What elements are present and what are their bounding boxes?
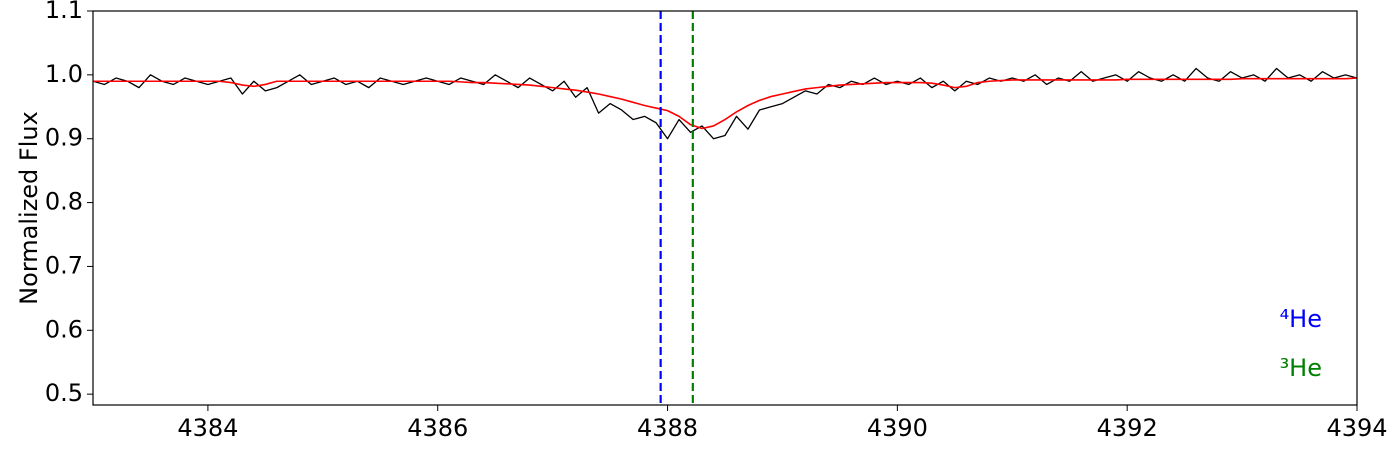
line-label: ³He (1280, 354, 1322, 382)
x-tick-label: 4384 (177, 414, 238, 442)
spectrum-line (93, 67, 1357, 140)
y-tick-label: 1.1 (45, 0, 83, 24)
x-tick-label: 4386 (407, 414, 468, 442)
spectrum-line (93, 77, 1357, 130)
y-tick-label: 0.5 (45, 379, 83, 407)
y-tick-label: 0.9 (45, 124, 83, 152)
y-tick-label: 0.7 (45, 251, 83, 279)
x-tick-label: 4394 (1326, 414, 1387, 442)
x-tick-label: 4392 (1097, 414, 1158, 442)
y-tick-label: 1.0 (45, 60, 83, 88)
y-tick-label: 0.8 (45, 188, 83, 216)
x-tick-label: 4388 (637, 414, 698, 442)
line-label: ⁴He (1280, 305, 1322, 333)
plot-frame (92, 10, 1358, 406)
y-tick-label: 0.6 (45, 315, 83, 343)
x-tick-label: 4390 (867, 414, 928, 442)
y-axis-label: Normalized Flux (15, 111, 43, 305)
